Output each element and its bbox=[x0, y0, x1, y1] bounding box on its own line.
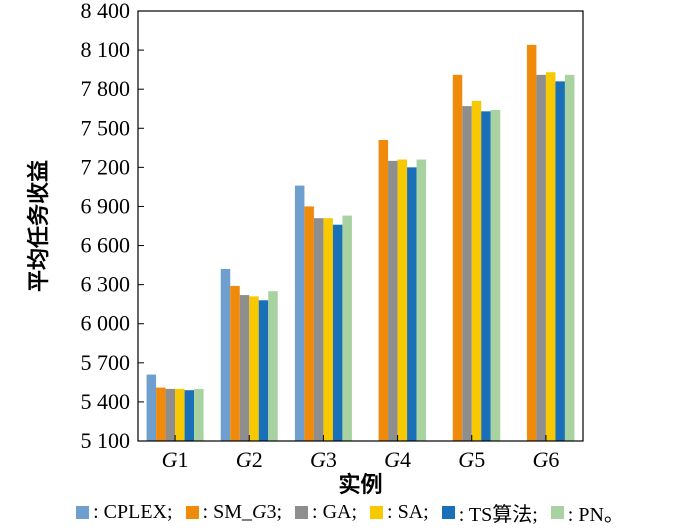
legend-item: : SM_G3; bbox=[185, 500, 283, 524]
legend-swatch bbox=[550, 505, 564, 519]
bar-G3-PN bbox=[342, 215, 352, 441]
bar-G2-SA bbox=[249, 296, 259, 441]
bar-G1-CPLEX bbox=[146, 374, 157, 441]
y-tick-label: 6 300 bbox=[81, 272, 131, 297]
bar-G5-SM_G3 bbox=[452, 74, 463, 441]
bar-G1-PN bbox=[194, 388, 204, 441]
legend-item: : GA; bbox=[295, 501, 357, 524]
legend-label: : GA; bbox=[312, 500, 358, 523]
legend-swatch bbox=[295, 505, 309, 519]
y-axis-title: 平均任务收益 bbox=[26, 160, 52, 292]
legend-label: : PN。 bbox=[567, 503, 624, 526]
bar-G3-SA bbox=[323, 218, 333, 441]
legend-label: : SA; bbox=[387, 500, 429, 523]
bar-G6-PN bbox=[564, 74, 575, 441]
bar-G6-GA bbox=[536, 74, 546, 441]
bar-G5-PN bbox=[490, 110, 501, 441]
x-tick-label: G6 bbox=[532, 447, 559, 472]
legend-label: : SM_G3; bbox=[202, 500, 283, 523]
legend-swatch bbox=[185, 505, 199, 519]
y-tick-label: 6 900 bbox=[81, 193, 131, 218]
legend-label: : TS算法; bbox=[458, 503, 538, 526]
legend-swatch bbox=[76, 505, 90, 519]
bars-layer bbox=[146, 44, 575, 442]
bar-G5-GA bbox=[462, 106, 472, 442]
x-axis-title: 实例 bbox=[338, 472, 382, 497]
y-tick-label: 7 200 bbox=[81, 154, 131, 179]
legend-item: : SA; bbox=[370, 501, 429, 524]
y-tick-label: 7 500 bbox=[81, 115, 131, 140]
bar-G2-PN bbox=[268, 291, 278, 441]
x-tick-label: G1 bbox=[162, 447, 189, 472]
legend-swatch bbox=[370, 505, 384, 519]
y-tick-label: 5 100 bbox=[81, 428, 131, 453]
bar-G1-SM_G3 bbox=[156, 387, 166, 441]
bar-G6-TS算法 bbox=[555, 81, 565, 442]
bar-G1-TS算法 bbox=[184, 390, 195, 441]
legend-swatch bbox=[441, 505, 455, 519]
y-tick-label: 6 600 bbox=[81, 233, 131, 258]
bar-G4-GA bbox=[388, 160, 398, 441]
bar-G3-SM_G3 bbox=[304, 206, 314, 441]
y-axis: 5 100 5 400 5 700 6 000 6 300 6 600 6 900 7 200… bbox=[81, 0, 144, 453]
y-tick-label: 8 400 bbox=[81, 0, 131, 23]
y-tick-label: 5 400 bbox=[81, 389, 131, 414]
bar-G1-GA bbox=[165, 388, 176, 441]
y-tick-label: 7 800 bbox=[81, 76, 131, 101]
bar-G4-TS算法 bbox=[407, 167, 417, 442]
y-tick-label: 6 000 bbox=[81, 311, 131, 336]
legend-item: : PN。 bbox=[550, 498, 624, 527]
bar-G6-SM_G3 bbox=[526, 44, 537, 441]
bar-G2-CPLEX bbox=[220, 269, 231, 441]
legend-item: : TS算法; bbox=[441, 498, 538, 527]
x-axis: G1 G2 G3 G4 G5 G6 bbox=[162, 435, 559, 472]
bar-G5-TS算法 bbox=[481, 111, 491, 441]
x-tick-label: G3 bbox=[310, 447, 337, 472]
bar-G2-GA bbox=[239, 295, 250, 441]
bar-G5-SA bbox=[471, 100, 482, 441]
bar-chart: 5 100 5 400 5 700 6 000 6 300 6 600 6 900 7 200… bbox=[26, 0, 584, 497]
bar-G4-SA bbox=[397, 159, 408, 442]
bar-G6-SA bbox=[545, 72, 556, 442]
y-tick-label: 8 100 bbox=[81, 37, 131, 62]
plot-frame bbox=[137, 10, 584, 442]
bar-G4-PN bbox=[416, 159, 427, 442]
x-tick-label: G2 bbox=[236, 447, 263, 472]
legend: : CPLEX; : SM_G3; : GA; : SA; : TS算法; : PN。 bbox=[0, 497, 700, 527]
bar-G3-CPLEX bbox=[294, 185, 305, 441]
legend-item: : CPLEX; bbox=[76, 500, 173, 524]
y-tick-label: 5 700 bbox=[81, 350, 131, 375]
bar-G2-SM_G3 bbox=[230, 285, 240, 441]
bar-G3-GA bbox=[313, 218, 324, 441]
bar-G3-TS算法 bbox=[332, 224, 343, 441]
x-tick-label: G4 bbox=[384, 447, 411, 472]
legend-label: : CPLEX; bbox=[93, 500, 173, 523]
bar-G4-SM_G3 bbox=[378, 140, 389, 441]
bar-G1-SA bbox=[175, 388, 185, 441]
bar-G2-TS算法 bbox=[258, 300, 269, 441]
x-tick-label: G5 bbox=[458, 447, 485, 472]
